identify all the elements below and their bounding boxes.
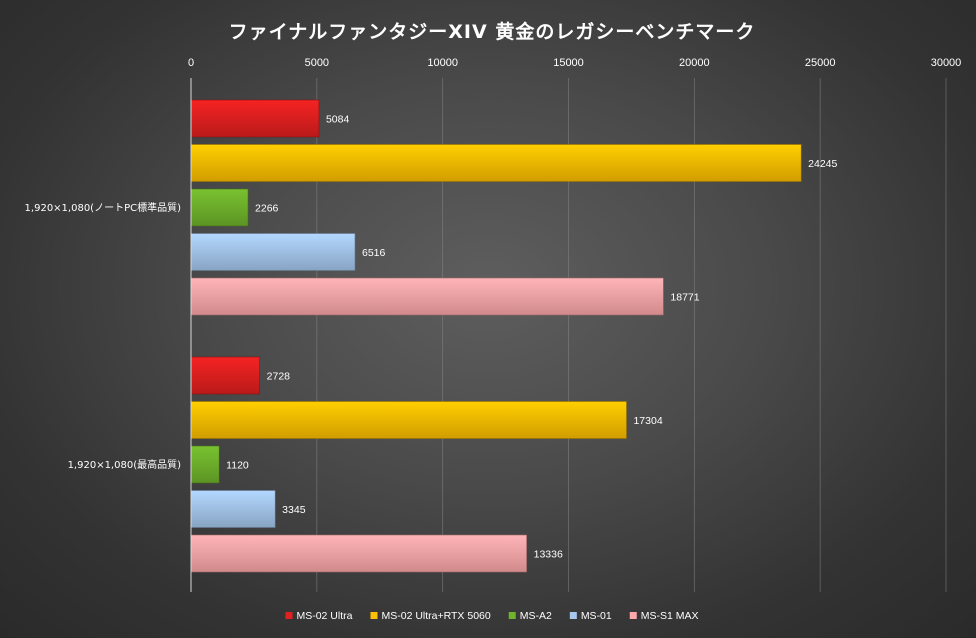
bar [190,445,220,484]
legend: MS-02 Ultra MS-02 Ultra+RTX 5060 MS-A2 MS-0… [285,610,699,622]
bar [190,534,527,573]
x-tick-label: 5000 [305,57,329,69]
legend-label: MS-02 Ultra+RTX 5060 [381,610,490,622]
legend-label: MS-02 Ultra [296,610,352,622]
x-tick-label: 15000 [553,57,584,69]
data-label: 3345 [282,504,306,516]
legend-swatch [508,612,516,619]
chart-title: ファイナルファンタジーXIV 黄金のレガシーベンチマーク [229,20,756,43]
data-label: 2266 [255,203,279,215]
data-label: 1120 [226,460,249,472]
bar [190,233,356,271]
x-tick-label: 25000 [805,57,836,69]
legend-label: MS-01 [581,610,612,622]
bars: 5084 24245 2266 6516 18771 2728 17304 1120 3345 1… [190,99,838,573]
legend-swatch [370,612,378,619]
data-label: 17304 [633,415,662,427]
bar [190,490,276,528]
data-label: 2728 [267,371,291,383]
bar [190,188,249,227]
bar [190,277,664,316]
legend-label: MS-S1 MAX [641,610,699,622]
category-label: 1,920×1,080(最高品質) [68,458,182,471]
data-label: 6516 [362,247,386,259]
x-axis-ticks: 0 5000 10000 15000 20000 25000 30000 [188,57,961,69]
legend-swatch [285,612,293,619]
bar [190,99,320,138]
legend-swatch [629,612,637,619]
bar [190,401,627,439]
data-label: 18771 [670,292,699,304]
bar [190,356,260,395]
category-label: 1,920×1,080(ノートPC標準品質) [25,201,182,214]
data-label: 13336 [534,549,563,561]
x-tick-label: 10000 [427,57,458,69]
legend-swatch [569,612,577,619]
category-labels: 1,920×1,080(ノートPC標準品質) 1,920×1,080(最高品質) [25,201,182,471]
x-tick-label: 30000 [931,57,962,69]
legend-label: MS-A2 [520,610,552,622]
x-tick-label: 20000 [679,57,710,69]
data-label: 24245 [808,158,837,170]
bar [190,144,802,182]
data-label: 5084 [326,114,350,126]
x-tick-label: 0 [188,57,194,69]
